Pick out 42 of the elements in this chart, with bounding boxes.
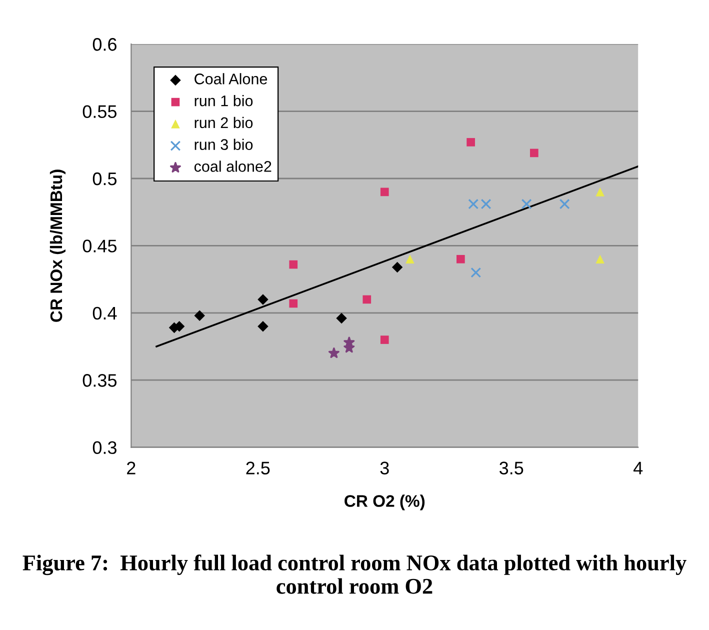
y-tick-label: 0.55 bbox=[82, 105, 117, 118]
y-tick-label: 0.3 bbox=[92, 441, 116, 454]
point bbox=[328, 347, 340, 358]
point bbox=[468, 198, 479, 210]
point bbox=[194, 310, 205, 321]
point bbox=[596, 254, 604, 264]
y-tick-label: 0.4 bbox=[92, 306, 117, 320]
point bbox=[406, 254, 414, 264]
x-tick-label: 3.5 bbox=[500, 462, 524, 474]
caption: Figure 7: Hourly full load control room NOx data plotted with hourly control room O2 bbox=[22, 554, 686, 594]
point bbox=[392, 262, 403, 273]
point bbox=[470, 267, 482, 278]
legend-label: Coal Alone bbox=[194, 73, 268, 84]
point bbox=[596, 188, 604, 196]
y-axis-title: CR NOx (lb/MMBtu) bbox=[50, 170, 66, 322]
y-tick-label: 0.45 bbox=[82, 240, 117, 252]
point bbox=[521, 198, 532, 210]
legend-label: run 1 bio bbox=[194, 95, 253, 106]
point bbox=[258, 320, 268, 332]
point bbox=[559, 198, 570, 210]
point bbox=[258, 294, 268, 305]
point bbox=[289, 260, 298, 269]
x-tick-label: 4 bbox=[633, 462, 643, 474]
point bbox=[530, 148, 538, 158]
y-tick-label: 0.6 bbox=[92, 38, 116, 51]
y-tick-label: 0.35 bbox=[82, 374, 117, 387]
point bbox=[480, 198, 492, 210]
point bbox=[336, 312, 347, 324]
point bbox=[456, 254, 465, 264]
legend-label: run 2 bio bbox=[194, 116, 253, 128]
legend-label: coal alone2 bbox=[194, 160, 272, 172]
point bbox=[362, 295, 372, 304]
point bbox=[289, 299, 298, 308]
x-axis-title: CR O2 (%) bbox=[344, 494, 425, 510]
x-tick-label: 2 bbox=[127, 462, 136, 474]
point bbox=[380, 336, 389, 344]
y-tick-label: 0.5 bbox=[92, 172, 117, 186]
x-tick-label: 2.5 bbox=[246, 462, 270, 474]
x-tick-label: 3 bbox=[380, 462, 389, 474]
point bbox=[380, 188, 389, 196]
legend-label: run 3 bio bbox=[194, 138, 253, 150]
point bbox=[466, 138, 475, 146]
